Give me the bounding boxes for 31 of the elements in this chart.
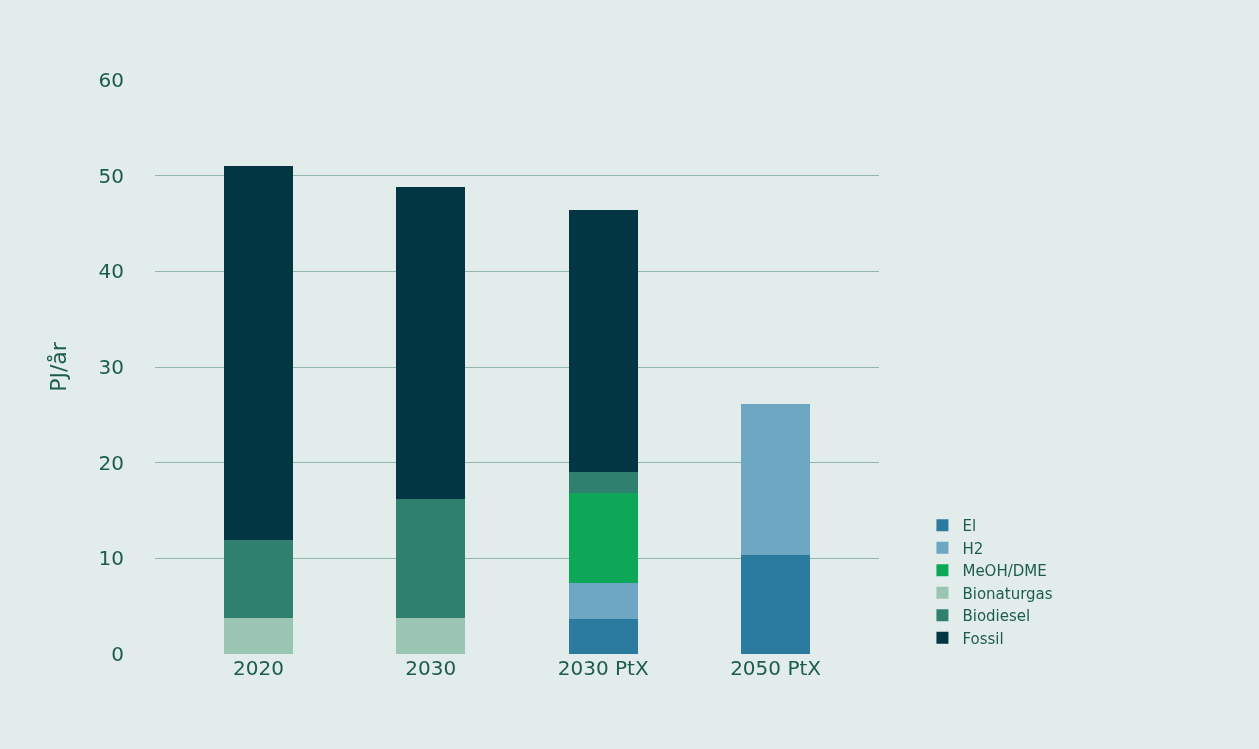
legend-label: Biodiesel: [962, 607, 1031, 626]
y-tick-label: 10: [98, 546, 124, 571]
legend-label: Bionaturgas: [962, 584, 1053, 603]
bar: [741, 554, 811, 654]
bar: [396, 187, 466, 500]
bar: [568, 583, 638, 619]
x-tick-label: 2020: [232, 656, 284, 680]
y-tick-label: 50: [98, 163, 124, 188]
x-tick-label: 2030 PtX: [557, 656, 649, 680]
bar: [223, 617, 293, 654]
bar: [223, 166, 293, 541]
bar: [568, 210, 638, 473]
x-tick-label: 2050 PtX: [730, 656, 822, 680]
bar: [741, 404, 811, 555]
bar: [568, 493, 638, 584]
y-tick-label: 60: [98, 68, 124, 92]
y-tick-label: 40: [98, 259, 124, 284]
y-tick-label: 30: [98, 355, 124, 379]
legend-label: El: [962, 517, 977, 536]
legend-label: MeOH/DME: [962, 562, 1047, 581]
x-tick-label: 2030: [405, 656, 457, 680]
bar: [568, 472, 638, 494]
bar: [396, 499, 466, 618]
bar: [396, 617, 466, 654]
bar: [568, 618, 638, 654]
y-tick-label: 0: [111, 642, 124, 666]
legend-label: H2: [962, 539, 984, 558]
legend-label: Fossil: [962, 629, 1004, 648]
bar: [223, 540, 293, 618]
y-tick-label: 20: [98, 450, 124, 475]
y-axis-title: PJ/år: [46, 341, 72, 392]
